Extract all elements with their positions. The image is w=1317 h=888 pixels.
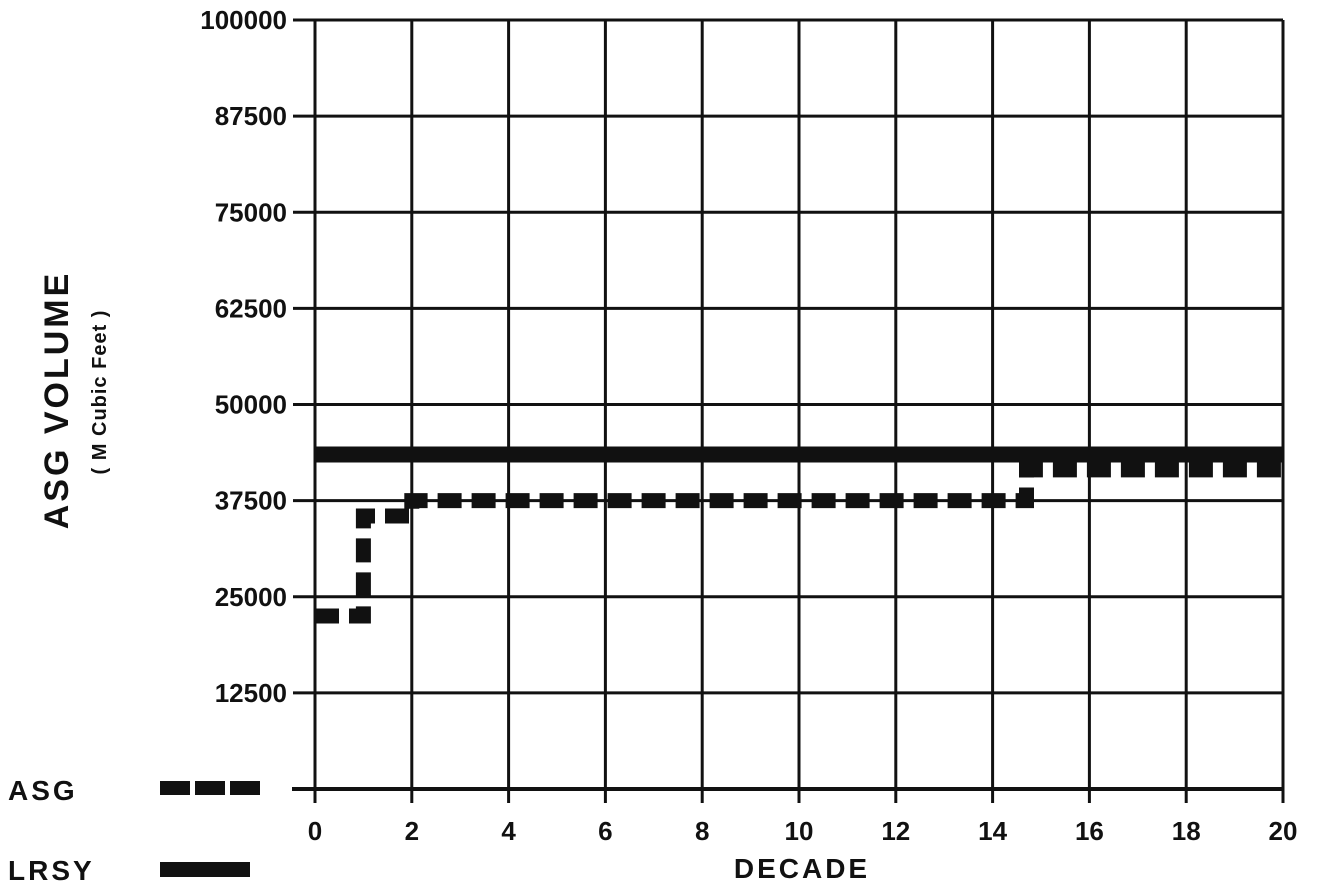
x-axis-label: DECADE xyxy=(734,853,870,884)
y-tick-label: 100000 xyxy=(200,5,287,35)
grid xyxy=(293,18,1285,789)
x-tick-label: 12 xyxy=(881,816,910,846)
legend-swatch-dash xyxy=(195,781,225,795)
tick-labels: 0 2 4 6 8 10 12 14 16 18 20 12500 25000 37500 50000 625… xyxy=(200,5,1297,846)
legend-swatch-dash xyxy=(160,781,190,795)
y-tick-label: 75000 xyxy=(215,197,287,227)
x-tick-label: 16 xyxy=(1075,816,1104,846)
axes xyxy=(292,787,1285,803)
x-tick-label: 18 xyxy=(1172,816,1201,846)
legend-label-asg: ASG xyxy=(8,775,78,806)
x-tick-label: 20 xyxy=(1269,816,1298,846)
y-axis-label: ASG VOLUME xyxy=(38,271,76,530)
y-tick-label: 87500 xyxy=(215,101,287,131)
x-tick-label: 2 xyxy=(405,816,419,846)
legend-swatch-dash xyxy=(230,781,260,795)
x-tick-label: 10 xyxy=(785,816,814,846)
x-tick-label: 8 xyxy=(695,816,709,846)
legend: ASG LRSY xyxy=(8,775,260,886)
legend-swatch-lrsy xyxy=(160,862,250,877)
legend-label-lrsy: LRSY xyxy=(8,855,95,886)
y-tick-label: 50000 xyxy=(215,390,287,420)
series-layer xyxy=(315,446,1283,624)
x-tick-label: 4 xyxy=(501,816,516,846)
series-line-asg xyxy=(315,462,1283,624)
legend-swatch-bar xyxy=(160,862,250,877)
x-tick-label: 0 xyxy=(308,816,322,846)
y-axis-sublabel: ( M Cubic Feet ) xyxy=(89,310,111,475)
y-tick-label: 12500 xyxy=(215,678,287,708)
y-tick-label: 25000 xyxy=(215,582,287,612)
x-tick-label: 6 xyxy=(598,816,612,846)
y-tick-label: 62500 xyxy=(215,293,287,323)
legend-swatch-asg xyxy=(160,781,260,795)
y-tick-label: 37500 xyxy=(215,486,287,516)
x-tick-label: 14 xyxy=(978,816,1007,846)
